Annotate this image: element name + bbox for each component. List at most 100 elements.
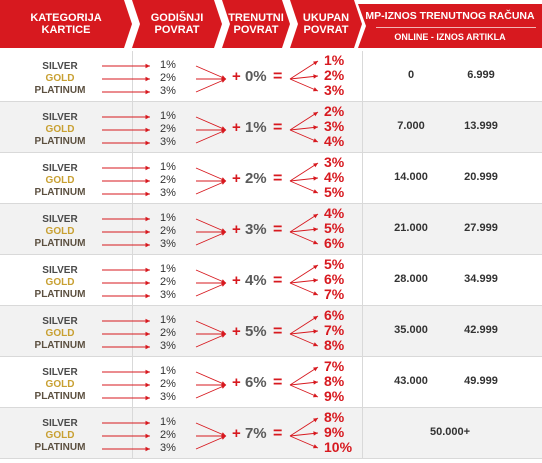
total-arrow-icon (289, 60, 319, 80)
total-arrow-icon (289, 435, 319, 449)
row-divider (0, 407, 542, 408)
total-return-value: 5% (324, 220, 345, 236)
current-return-value: 6% (244, 374, 267, 391)
mp-amount-from: 21.000 (394, 222, 428, 234)
annual-return-value: 3% (160, 238, 176, 250)
category-silver: SILVER (42, 316, 78, 327)
current-return: + 1% (232, 119, 277, 136)
total-return-value: 9% (324, 424, 345, 440)
annual-return-value: 2% (160, 72, 176, 84)
header-mp-line1: MP-IZNOS TRENUTNOG RAČUNA (365, 10, 535, 22)
category-arrow-icon (102, 63, 150, 69)
category-arrow-icon (102, 191, 150, 197)
mp-amount-from: 28.000 (394, 273, 428, 285)
category-arrow-icon (102, 369, 150, 375)
mp-amount-to: 6.999 (467, 69, 495, 81)
annual-return-value: 3% (160, 391, 176, 403)
column-divider (362, 102, 363, 153)
annual-return-value: 1% (160, 365, 176, 377)
total-return-value: 2% (324, 103, 345, 119)
total-return-value: 7% (324, 286, 345, 302)
total-arrow-icon (289, 162, 319, 182)
annual-return-value: 2% (160, 123, 176, 135)
total-return-value: 4% (324, 205, 345, 221)
header-total: UKUPAN POVRAT (290, 0, 362, 48)
current-return: + 2% (232, 170, 277, 187)
row-background (0, 102, 542, 153)
total-arrow-icon (289, 315, 319, 335)
current-return-value: 4% (244, 272, 267, 289)
category-arrow-icon (102, 433, 150, 439)
total-return-value: 5% (324, 184, 345, 200)
category-arrow-icon (102, 89, 150, 95)
mp-amount-from: 7.000 (397, 120, 425, 132)
column-divider (362, 204, 363, 255)
mp-amount-from: 43.000 (394, 375, 428, 387)
total-arrow-icon (289, 417, 319, 437)
column-divider (132, 153, 133, 204)
category-silver: SILVER (42, 163, 78, 174)
table-row: SILVER GOLD PLATINUM 1% 2% 3% + 6% = 7% 8% 9% 43.00… (0, 357, 542, 408)
plus-sign: + (232, 374, 245, 391)
total-arrow-icon (289, 333, 319, 347)
mp-amount-to: 34.999 (464, 273, 498, 285)
category-gold: GOLD (45, 379, 75, 390)
category-arrow-icon (102, 293, 150, 299)
plus-sign: + (232, 221, 245, 238)
total-arrow-icon (289, 180, 319, 194)
annual-return-value: 3% (160, 85, 176, 97)
category-arrow-icon (102, 114, 150, 120)
category-platinum: PLATINUM (34, 391, 86, 402)
total-return-value: 7% (324, 358, 345, 374)
header-annual-line2: POVRAT (154, 24, 200, 36)
total-return-value: 6% (324, 235, 345, 251)
category-platinum: PLATINUM (34, 85, 86, 96)
current-return-value: 1% (244, 119, 267, 136)
row-divider (0, 458, 542, 459)
annual-return-value: 1% (160, 59, 176, 71)
total-return-value: 3% (324, 118, 345, 134)
total-arrow-icon (289, 74, 319, 80)
category-gold: GOLD (45, 124, 75, 135)
row-background (0, 306, 542, 357)
total-arrow-icon (289, 227, 319, 233)
category-arrow-icon (102, 331, 150, 337)
table-row: SILVER GOLD PLATINUM 1% 2% 3% + 0% = 1% 2% 3% 0 6.99… (0, 51, 542, 102)
annual-return-value: 2% (160, 327, 176, 339)
equals-sign: = (273, 272, 283, 289)
total-arrow-icon (289, 78, 319, 92)
total-return-value: 7% (324, 322, 345, 338)
annual-return-value: 3% (160, 187, 176, 199)
category-silver: SILVER (42, 418, 78, 429)
column-divider (362, 51, 363, 102)
annual-arrow-icon (195, 384, 227, 399)
column-divider (362, 357, 363, 408)
annual-return-value: 2% (160, 225, 176, 237)
current-return: + 6% (232, 374, 277, 391)
arrows-layer (102, 162, 319, 197)
category-silver: SILVER (42, 214, 78, 225)
category-gold: GOLD (45, 277, 75, 288)
column-divider (132, 51, 133, 102)
arrows-layer (102, 417, 319, 452)
category-silver: SILVER (42, 61, 78, 72)
header-total-line1: UKUPAN (302, 12, 350, 24)
total-arrow-icon (289, 431, 319, 437)
total-return-value: 4% (324, 133, 345, 149)
mp-amount-to: 20.999 (464, 171, 498, 183)
arrows-layer (102, 315, 319, 350)
current-return: + 7% (232, 425, 277, 442)
equals-sign: = (273, 323, 283, 340)
row-divider (0, 152, 542, 153)
column-divider (132, 204, 133, 255)
category-gold: GOLD (45, 430, 75, 441)
header-mp-divider (376, 27, 536, 28)
total-return-value: 8% (324, 337, 345, 353)
total-return-value: 4% (324, 169, 345, 185)
column-divider (362, 408, 363, 459)
total-arrow-icon (289, 176, 319, 182)
column-divider (362, 306, 363, 357)
category-arrow-icon (102, 178, 150, 184)
row-divider (0, 305, 542, 306)
